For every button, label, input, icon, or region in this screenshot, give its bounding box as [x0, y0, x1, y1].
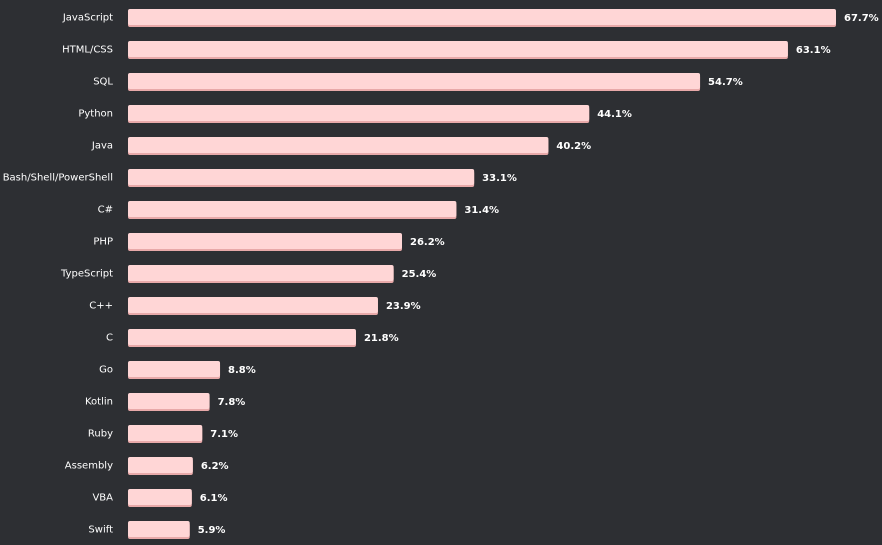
value-label: 5.9%: [198, 525, 226, 536]
bar: [128, 265, 394, 281]
value-label: 40.2%: [556, 141, 591, 152]
value-label: 7.1%: [210, 429, 238, 440]
category-label: Swift: [88, 525, 113, 536]
value-label: 31.4%: [464, 205, 499, 216]
bar: [128, 425, 203, 441]
value-label: 25.4%: [402, 269, 437, 280]
bar: [128, 73, 701, 89]
category-label: Bash/Shell/PowerShell: [3, 173, 113, 184]
value-label: 6.1%: [200, 493, 228, 504]
value-label: 6.2%: [201, 461, 229, 472]
category-label: C: [106, 333, 113, 344]
category-label: SQL: [93, 77, 113, 88]
bar: [128, 457, 193, 473]
category-label: Java: [91, 141, 113, 152]
value-label: 7.8%: [218, 397, 246, 408]
bar: [128, 521, 190, 537]
category-label: C#: [98, 205, 113, 216]
bar: [128, 137, 549, 153]
value-label: 63.1%: [796, 45, 831, 56]
bar: [128, 105, 590, 121]
bar: [128, 201, 457, 217]
category-label: C++: [89, 301, 113, 312]
value-label: 44.1%: [597, 109, 632, 120]
category-label: Python: [78, 109, 113, 120]
bar: [128, 489, 192, 505]
category-label: HTML/CSS: [62, 45, 113, 56]
bar: [128, 233, 402, 249]
category-label: Ruby: [88, 429, 113, 440]
value-label: 54.7%: [708, 77, 743, 88]
category-label: TypeScript: [60, 269, 113, 280]
value-label: 8.8%: [228, 365, 256, 376]
category-label: PHP: [93, 237, 113, 248]
bar: [128, 169, 475, 185]
bar: [128, 41, 788, 57]
value-label: 33.1%: [482, 173, 517, 184]
category-label: Go: [99, 365, 113, 376]
bar: [128, 329, 356, 345]
value-label: 23.9%: [386, 301, 421, 312]
value-label: 67.7%: [844, 13, 879, 24]
bar: [128, 361, 221, 377]
bar: [128, 9, 836, 25]
bar: [128, 393, 210, 409]
category-label: Assembly: [65, 461, 113, 472]
category-label: VBA: [92, 493, 113, 504]
category-label: Kotlin: [85, 397, 113, 408]
value-label: 21.8%: [364, 333, 399, 344]
chart-rows: JavaScript 67.7% HTML/CSS 63.1% SQL 54.7% Pyth…: [3, 9, 879, 539]
category-label: JavaScript: [62, 13, 113, 24]
value-label: 26.2%: [410, 237, 445, 248]
bar: [128, 297, 378, 313]
